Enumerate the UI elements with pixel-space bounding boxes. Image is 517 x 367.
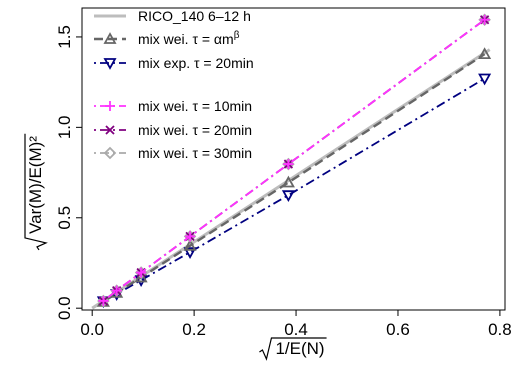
legend-label: mix wei. τ = 10min	[138, 98, 252, 114]
legend-label: mix wei. τ = 30min	[138, 145, 252, 161]
x-tick-label: 0.6	[386, 320, 410, 339]
y-tick-label: 1.0	[55, 116, 74, 140]
legend-entry: RICO_140 6–12 h	[94, 8, 251, 24]
data-point	[185, 231, 196, 242]
series-line	[102, 53, 486, 303]
data-point	[281, 175, 295, 188]
series-line	[91, 48, 491, 310]
x-tick-label: 0.0	[80, 320, 104, 339]
legend-entry: mix wei. τ = 10min	[94, 98, 252, 114]
legend-label: mix exp. τ = 20min	[138, 55, 254, 71]
legend-entry: mix wei. τ = αmβ	[94, 30, 240, 47]
data-point	[134, 270, 148, 283]
y-tick-label: 0.0	[55, 296, 74, 320]
x-tick-label: 0.4	[284, 320, 308, 339]
series-0	[91, 48, 491, 310]
data-point	[478, 47, 492, 60]
plot-frame	[81, 7, 506, 311]
y-tick-label: 0.5	[55, 206, 74, 230]
legend-label: mix wei. τ = αmβ	[138, 30, 240, 47]
legend-swatch-marker	[105, 125, 115, 135]
series-layer	[91, 13, 492, 310]
x-axis: 0.0 0.2 0.4 0.6 0.8	[80, 310, 512, 339]
legend-entry: mix exp. τ = 20min	[94, 55, 254, 71]
data-point	[183, 247, 197, 259]
y-axis: 0.0 0.5 1.0 1.5	[55, 25, 82, 320]
legend-entry: mix wei. τ = 20min	[94, 122, 252, 138]
legend-swatch-marker	[103, 32, 117, 44]
y-axis-label: Var(M)/E(M)²	[24, 133, 48, 251]
legend-label: mix wei. τ = 20min	[138, 122, 252, 138]
legend: RICO_140 6–12 h mix wei. τ = αmβ mix exp. …	[94, 8, 254, 161]
x-axis-label-text: 1/E(N)	[275, 339, 324, 358]
legend-entry: mix wei. τ = 30min	[94, 145, 252, 161]
x-tick-label: 0.8	[488, 320, 512, 339]
data-point	[183, 238, 197, 251]
y-axis-radical	[24, 133, 48, 251]
legend-swatch-marker	[103, 146, 117, 160]
legend-swatch-marker	[103, 58, 117, 70]
data-point	[111, 285, 122, 296]
y-axis-label-text: Var(M)/E(M)²	[26, 136, 45, 234]
series-line	[102, 19, 486, 302]
legend-label: RICO_140 6–12 h	[138, 8, 251, 24]
data-point	[478, 73, 492, 86]
legend-swatch-marker	[105, 101, 115, 111]
x-axis-label: 1/E(N)	[259, 337, 327, 361]
data-point	[98, 295, 109, 306]
x-tick-label: 0.2	[182, 320, 206, 339]
data-point	[283, 159, 294, 170]
x-axis-radical	[259, 337, 327, 361]
series-3	[98, 14, 490, 306]
data-point	[479, 14, 490, 25]
data-point	[281, 190, 295, 203]
y-tick-label: 1.5	[55, 25, 74, 49]
data-point	[136, 267, 147, 278]
